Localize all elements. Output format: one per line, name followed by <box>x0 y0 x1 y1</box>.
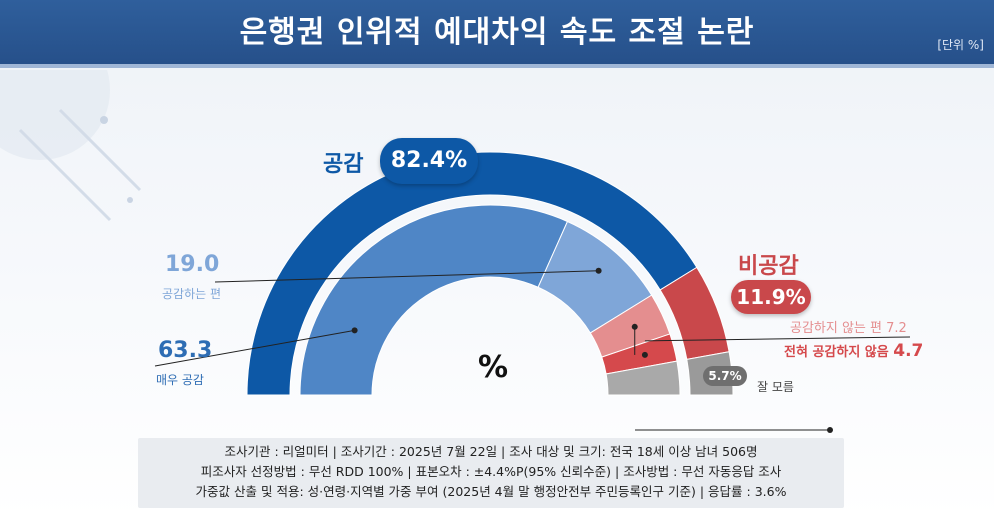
inner-slice-4 <box>605 360 681 396</box>
survey-line-3: 가중값 산출 및 적용: 성·연령·지역별 가중 부여 (2025년 4월 말 … <box>195 484 787 499</box>
group-value-agree: 82.4% <box>380 138 478 184</box>
survey-info: 조사기관 : 리얼미터 | 조사기간 : 2025년 7월 22일 | 조사 대… <box>138 438 844 508</box>
group-name-agree: 공감 <box>323 152 364 177</box>
outer-slice-0 <box>246 151 698 396</box>
inner-ring <box>299 204 681 396</box>
group-value-disagree: 11.9% <box>731 280 811 314</box>
inner-slice-0 <box>299 204 569 396</box>
group-name-unknown: 잘 모름 <box>757 380 794 394</box>
segment-name-strong-agree: 매우 공감 <box>156 373 204 387</box>
group-name-disagree: 비공감 <box>738 254 799 279</box>
page-title: 은행권 인위적 예대차익 속도 조절 논란 <box>239 15 755 50</box>
leader-line-disagree <box>644 336 911 342</box>
survey-line-2: 피조사자 선정방법 : 무선 RDD 100% | 표본오차 : ±4.4%P(… <box>200 464 782 479</box>
group-value-unknown: 5.7% <box>703 366 747 386</box>
background-decoration <box>0 70 142 222</box>
leader-line-strong-agree <box>154 329 355 367</box>
unit-label: [단위 %] <box>937 38 984 52</box>
segment-label-disagree: 공감하지 않는 편 7.2 <box>790 321 907 336</box>
header-bar: 은행권 인위적 예대차익 속도 조절 논란 [단위 %] <box>0 0 994 68</box>
leader-dot-agree <box>595 267 602 274</box>
segment-value-agree: 19.0 <box>165 252 220 277</box>
leader-lines <box>154 267 911 433</box>
leader-dot-strong-agree <box>351 327 358 334</box>
survey-line-1: 조사기관 : 리얼미터 | 조사기간 : 2025년 7월 22일 | 조사 대… <box>224 444 758 459</box>
center-label: % <box>478 350 509 385</box>
segment-label-strong-disagree: 전혀 공감하지 않음 4.7 <box>784 341 924 361</box>
segment-value-strong-agree: 63.3 <box>158 338 213 363</box>
leader-dot-strong-disagree <box>641 351 648 358</box>
leader-line-agree <box>214 270 599 283</box>
baseline-dot <box>827 427 833 433</box>
segment-name-agree: 공감하는 편 <box>162 287 222 301</box>
